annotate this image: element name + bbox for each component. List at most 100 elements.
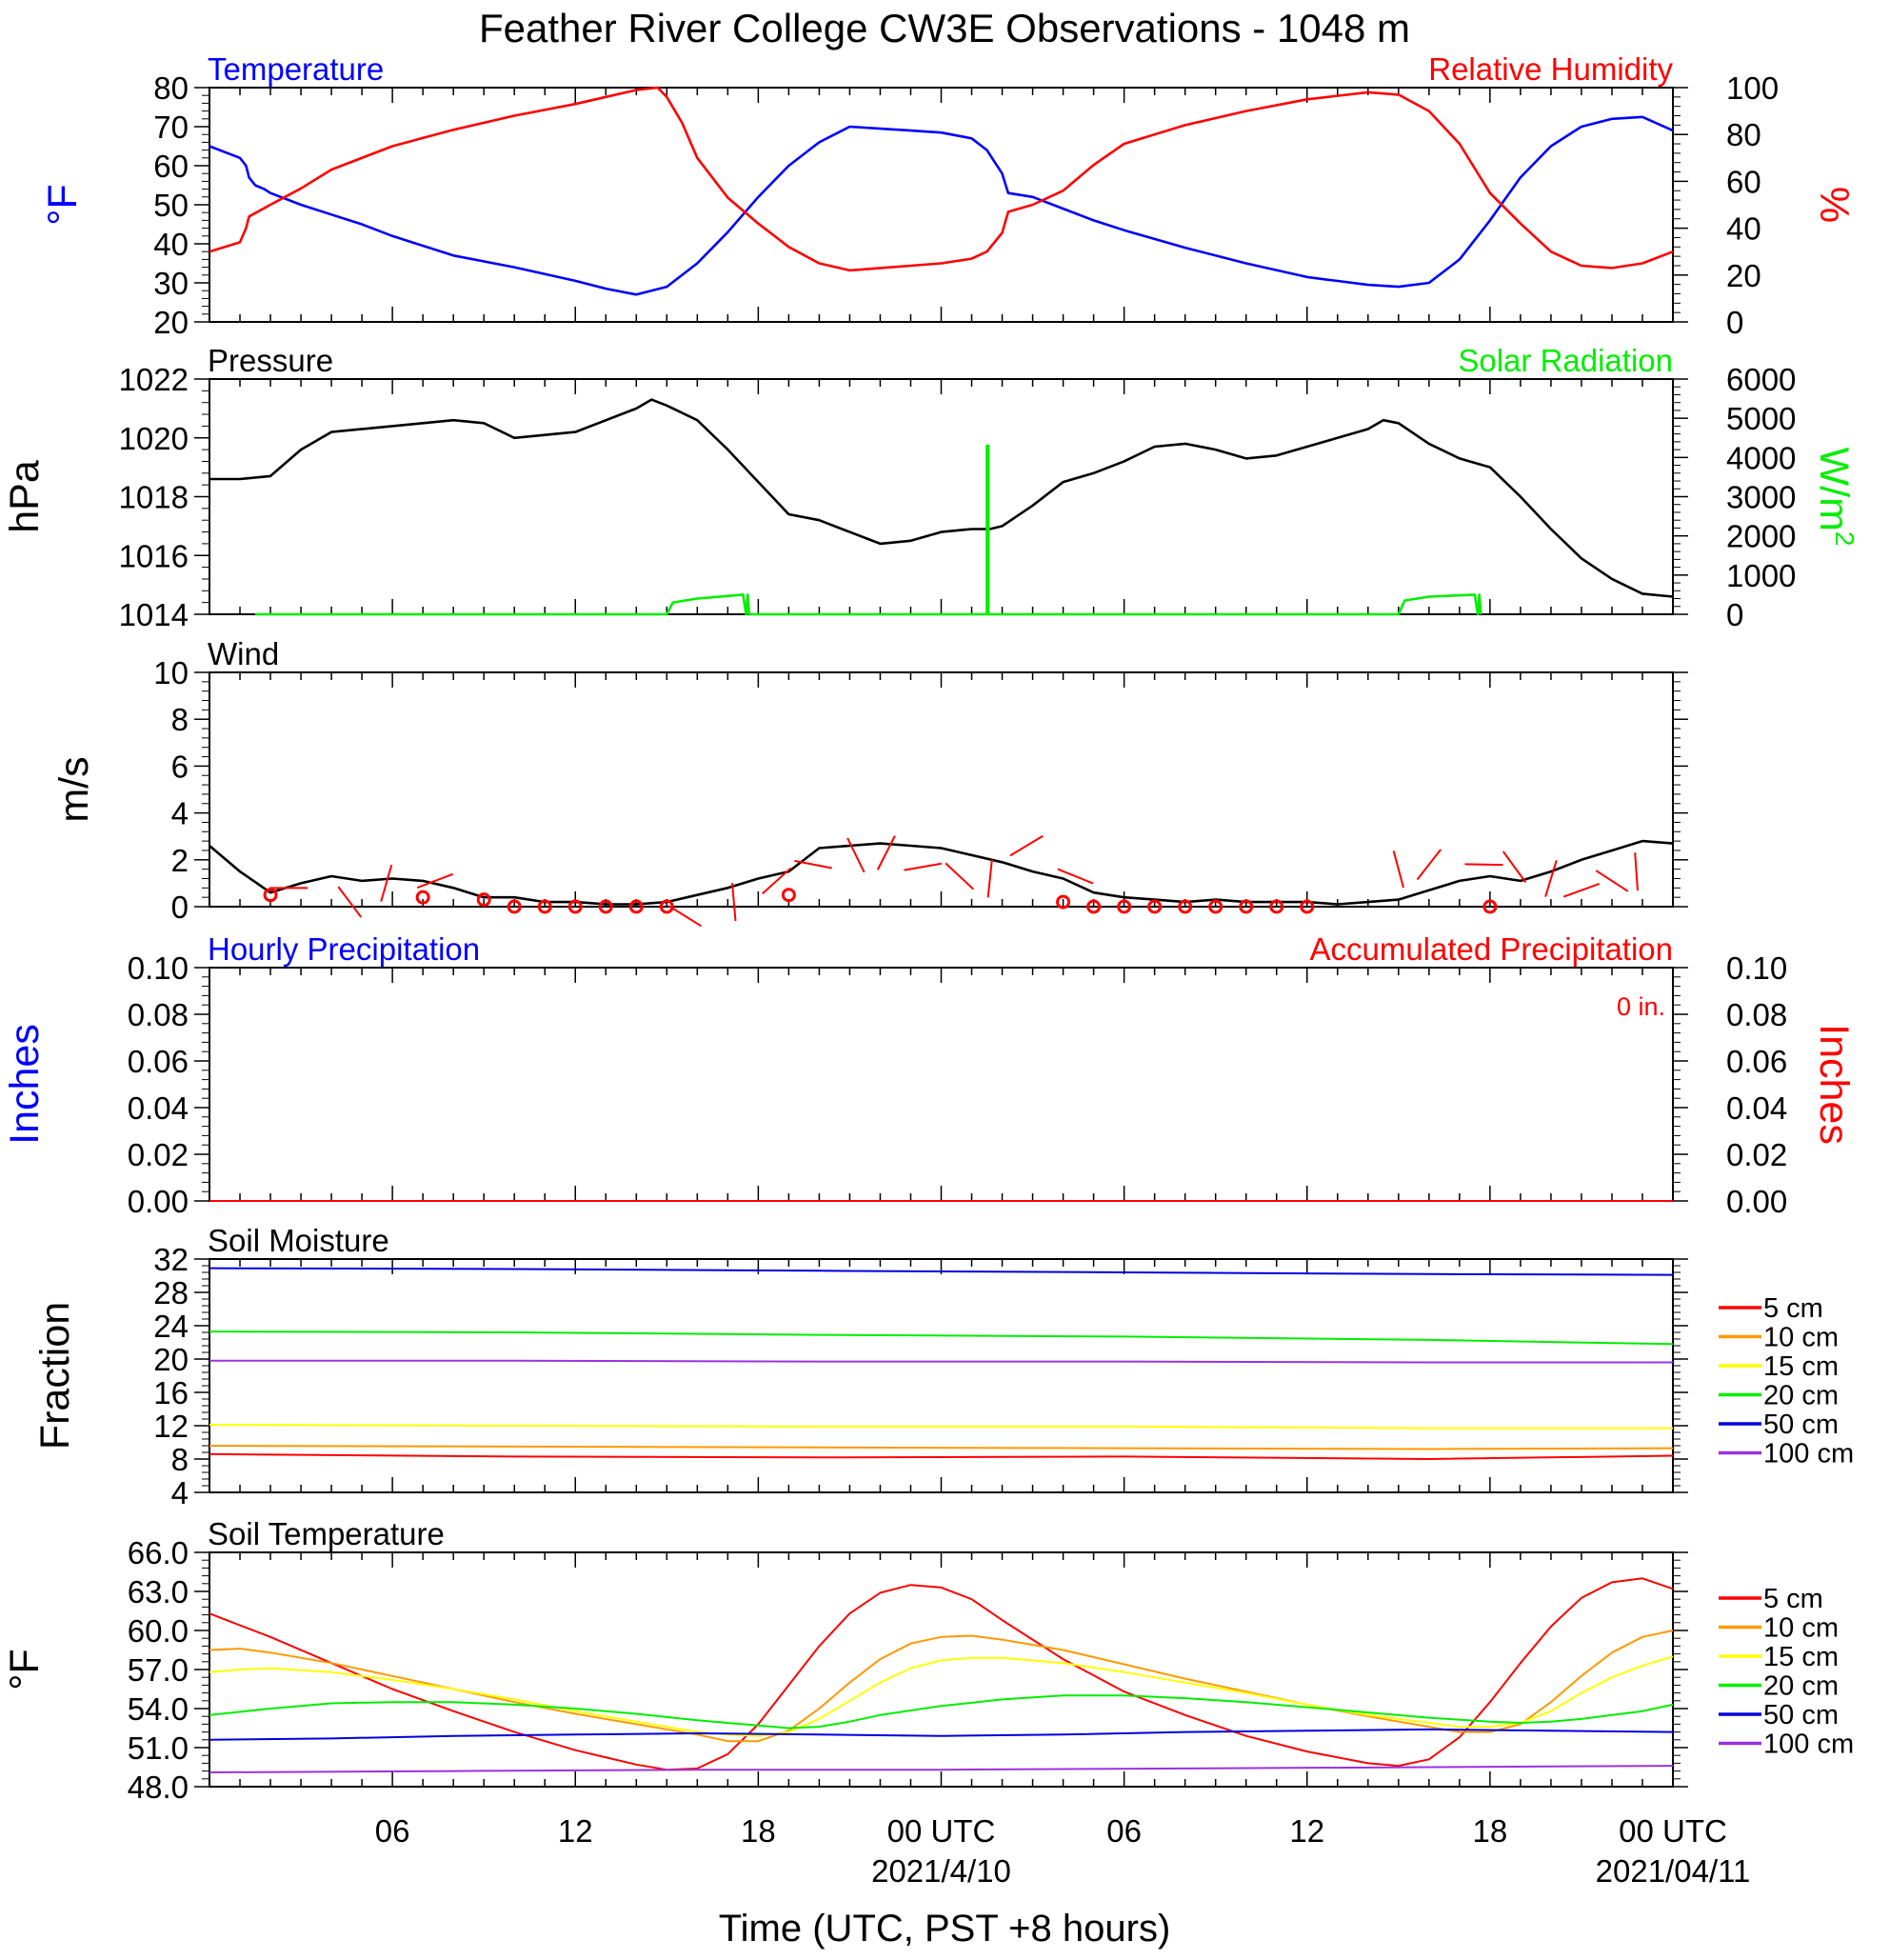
- y-tick-label-left: 0.04: [128, 1090, 189, 1126]
- legend-label: 10 cm: [1763, 1323, 1839, 1353]
- series-line-1: [209, 86, 1674, 272]
- y-axis-label-left: Fraction: [32, 1302, 78, 1450]
- y-tick-label-left: 0.10: [128, 950, 189, 986]
- legend-label: 15 cm: [1763, 1351, 1839, 1382]
- y-tick-label-right: 0: [1726, 305, 1743, 340]
- chart-title: Feather River College CW3E Observations …: [479, 6, 1410, 50]
- series-line-0: [209, 398, 1674, 598]
- x-tick-label: 00 UTC: [887, 1813, 996, 1849]
- calm-wind-marker: [1239, 899, 1254, 914]
- y-tick-label-left: 1022: [119, 362, 189, 397]
- y-tick-label-left: 0.06: [128, 1044, 189, 1079]
- wind-barb: [668, 905, 703, 928]
- y-tick-label-left: 50: [153, 188, 189, 223]
- y-tick-label-left: 1014: [119, 597, 189, 632]
- x-tick-label: 18: [741, 1813, 776, 1849]
- y-tick-label-right: 60: [1726, 164, 1761, 199]
- y-tick-label-right: 6000: [1726, 362, 1796, 397]
- wind-barb: [986, 859, 993, 898]
- x-tick-label: 12: [558, 1813, 593, 1849]
- wind-barb: [1392, 850, 1404, 889]
- series-line-5cm: [209, 1577, 1674, 1771]
- calm-wind-marker: [1056, 894, 1071, 910]
- y-tick-label-left: 0.00: [128, 1184, 189, 1219]
- y-tick-label-left: 80: [153, 70, 189, 106]
- wind-barb: [846, 837, 865, 873]
- calm-wind-marker: [1300, 899, 1315, 914]
- calm-wind-marker: [1147, 899, 1163, 914]
- calm-wind-marker: [659, 899, 674, 914]
- x-tick-label: 06: [1106, 1813, 1142, 1849]
- legend-label: 50 cm: [1763, 1700, 1839, 1730]
- calm-wind-marker: [1269, 899, 1284, 914]
- y-tick-label-left: 66.0: [128, 1535, 189, 1570]
- panel-3: 0.00 0.02 0.04 0.06 0.08 0.10 0.00 0.02 0.04 0.06…: [2, 931, 1857, 1219]
- series-line-20cm: [209, 1330, 1674, 1346]
- plot-frame: [209, 378, 1674, 615]
- calm-wind-marker: [537, 899, 552, 914]
- y-tick-label-left: 54.0: [128, 1691, 189, 1727]
- calm-wind-marker: [1208, 899, 1224, 914]
- y-tick-label-right: 0.06: [1726, 1044, 1787, 1079]
- y-tick-label-left: 28: [153, 1275, 189, 1310]
- y-tick-label-left: 24: [153, 1309, 189, 1344]
- y-axis-label-left: °F: [40, 184, 86, 225]
- y-tick-label-left: 12: [153, 1409, 189, 1444]
- calm-wind-marker: [1117, 899, 1132, 914]
- panel-title-right: Accumulated Precipitation: [1309, 931, 1673, 967]
- x-axis-tick-labels: 06 12 18 00 UTC 06 12 18 00 UTC 2021/4/10 2021/04…: [375, 1813, 1751, 1889]
- panel-title-left: Hourly Precipitation: [208, 931, 480, 967]
- panel-2: 0 2 4 6 8 10 Wind m/s: [51, 636, 1688, 928]
- y-tick-label-right: 40: [1726, 211, 1761, 247]
- y-tick-label-right: 0.10: [1726, 950, 1787, 986]
- series-line-20cm: [209, 1694, 1674, 1730]
- y-tick-label-left: 16: [153, 1375, 189, 1410]
- y-axis-label-left: Inches: [2, 1024, 48, 1145]
- panel-title-right: Solar Radiation: [1458, 343, 1673, 378]
- series-line-100cm: [209, 1359, 1673, 1364]
- y-tick-label-left: 10: [153, 655, 189, 690]
- y-tick-label-left: 1018: [119, 480, 189, 515]
- y-axis-label-left: m/s: [51, 756, 97, 822]
- legend-label: 20 cm: [1763, 1381, 1839, 1411]
- y-tick-label-left: 1016: [119, 538, 189, 573]
- panel-title-left: Soil Moisture: [208, 1223, 389, 1258]
- y-tick-label-right: 0.00: [1726, 1184, 1787, 1219]
- wind-barb: [337, 886, 363, 918]
- panel-title-left: Soil Temperature: [208, 1516, 445, 1551]
- legend-label: 100 cm: [1763, 1730, 1854, 1760]
- y-tick-label-left: 63.0: [128, 1574, 189, 1610]
- y-tick-label-right: 0: [1726, 597, 1743, 632]
- series-line-1: [255, 444, 1482, 616]
- calm-wind-marker: [781, 888, 796, 903]
- y-tick-label-left: 0: [171, 890, 189, 925]
- y-tick-label-left: 57.0: [128, 1652, 189, 1688]
- wind-barb: [1562, 882, 1601, 898]
- wind-barb: [1544, 860, 1558, 897]
- x-tick-label: 06: [375, 1813, 410, 1849]
- x-tick-label: 18: [1473, 1813, 1508, 1849]
- legend-label: 15 cm: [1763, 1642, 1839, 1672]
- x-axis-label: Time (UTC, PST +8 hours): [719, 1908, 1171, 1950]
- calm-wind-marker: [628, 899, 644, 914]
- y-tick-label-left: 6: [171, 749, 189, 784]
- x-date-label: 2021/4/10: [871, 1853, 1011, 1889]
- wind-barb: [731, 883, 737, 922]
- y-tick-label-left: 2: [171, 843, 189, 878]
- panel-title-left: Pressure: [208, 343, 333, 378]
- y-tick-label-left: 48.0: [128, 1770, 189, 1805]
- y-tick-label-right: 20: [1726, 258, 1761, 293]
- y-tick-label-left: 70: [153, 110, 189, 145]
- wind-barb: [945, 862, 975, 890]
- calm-wind-marker: [1178, 899, 1193, 914]
- wind-barb: [1595, 870, 1629, 892]
- y-axis-label-right: %: [1811, 187, 1857, 223]
- calm-wind-marker: [1482, 899, 1498, 914]
- y-axis-label-left: hPa: [2, 460, 48, 533]
- wind-barb: [1502, 850, 1527, 883]
- y-axis-label-left: °F: [2, 1649, 48, 1690]
- y-tick-label-right: 1000: [1726, 558, 1796, 593]
- wind-barb: [416, 872, 453, 890]
